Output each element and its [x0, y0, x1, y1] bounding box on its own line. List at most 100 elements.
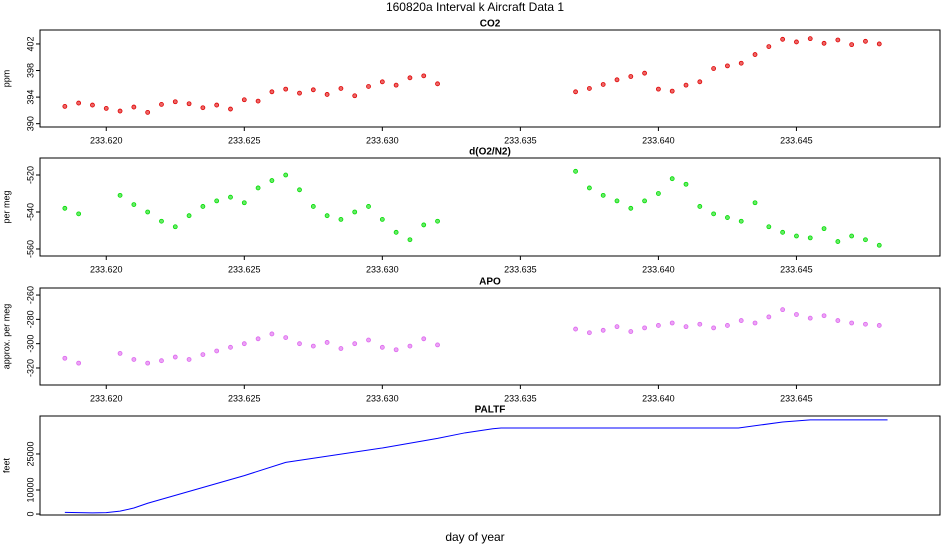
x-axis-label: day of year	[445, 530, 504, 544]
point	[711, 66, 717, 71]
line	[64, 419, 888, 514]
point	[228, 106, 233, 112]
y-tick-label: 394	[25, 90, 35, 105]
point	[600, 82, 606, 87]
x-tick-label: 233.620	[90, 393, 123, 403]
panel-title: d(O2/N2)	[469, 147, 511, 158]
point	[863, 237, 868, 243]
y-tick-label: -560	[25, 240, 35, 258]
point	[421, 222, 427, 228]
y-tick-label: 10000	[25, 477, 35, 502]
point	[310, 204, 316, 209]
point	[766, 224, 772, 230]
point	[62, 104, 68, 109]
point	[172, 224, 178, 230]
point	[683, 82, 689, 88]
point	[683, 181, 689, 187]
point	[310, 87, 316, 93]
point	[324, 213, 330, 219]
point	[656, 191, 661, 196]
point	[421, 73, 427, 79]
point	[62, 355, 68, 361]
x-tick-label: 233.635	[504, 264, 537, 274]
point	[628, 205, 634, 211]
point	[766, 44, 772, 50]
x-tick-label: 233.645	[780, 393, 813, 403]
y-tick-label: 390	[25, 116, 35, 131]
point	[697, 321, 703, 327]
point	[614, 198, 620, 204]
point	[145, 360, 151, 366]
x-tick-label: 233.645	[780, 135, 813, 145]
point	[228, 344, 233, 350]
point	[573, 89, 578, 95]
point	[711, 325, 717, 331]
point	[876, 41, 882, 47]
point	[241, 200, 247, 206]
point	[586, 185, 592, 191]
point	[697, 204, 703, 209]
point	[642, 325, 648, 331]
point	[752, 320, 758, 326]
point	[310, 343, 316, 349]
point	[711, 211, 717, 217]
point	[725, 215, 730, 220]
point	[103, 105, 109, 111]
point	[669, 176, 675, 182]
point	[794, 312, 799, 317]
point	[628, 329, 634, 334]
point	[297, 187, 302, 193]
x-tick-label: 233.625	[228, 393, 261, 403]
point	[338, 216, 344, 222]
y-tick-label: 25000	[25, 441, 35, 466]
y-tick-label: -520	[25, 166, 35, 184]
point	[586, 330, 592, 336]
x-tick-label: 233.630	[366, 264, 399, 274]
point	[117, 192, 123, 198]
point	[669, 88, 675, 94]
y-axis-label: per meg	[1, 190, 11, 223]
point	[200, 352, 206, 358]
point	[186, 101, 192, 107]
point	[379, 344, 385, 350]
point	[435, 81, 440, 87]
point	[172, 99, 178, 105]
point	[656, 323, 661, 328]
x-tick-label: 233.645	[780, 264, 813, 274]
point	[407, 75, 413, 81]
point	[76, 211, 82, 217]
point	[324, 340, 330, 345]
point	[876, 242, 882, 248]
point	[407, 237, 413, 243]
point	[725, 323, 730, 328]
x-tick-label: 233.640	[642, 264, 675, 274]
point	[614, 77, 620, 83]
point	[794, 233, 799, 239]
point	[697, 79, 703, 85]
plot-frame	[39, 29, 941, 128]
point	[393, 82, 399, 88]
point	[186, 357, 192, 362]
point	[338, 86, 344, 91]
point	[807, 36, 813, 42]
point	[835, 239, 841, 244]
point	[269, 89, 275, 95]
point	[214, 198, 220, 204]
point	[352, 209, 358, 215]
x-tick-label: 233.620	[90, 264, 123, 274]
point	[407, 343, 413, 349]
point	[297, 341, 302, 347]
point	[366, 337, 371, 343]
point	[600, 327, 606, 333]
point	[835, 318, 841, 323]
point	[117, 350, 123, 356]
point	[228, 194, 233, 200]
point	[821, 226, 827, 232]
x-tick-label: 233.625	[228, 264, 261, 274]
point	[200, 105, 206, 111]
panel-title: PALTF	[475, 405, 506, 416]
point	[725, 63, 730, 69]
point	[794, 39, 799, 45]
